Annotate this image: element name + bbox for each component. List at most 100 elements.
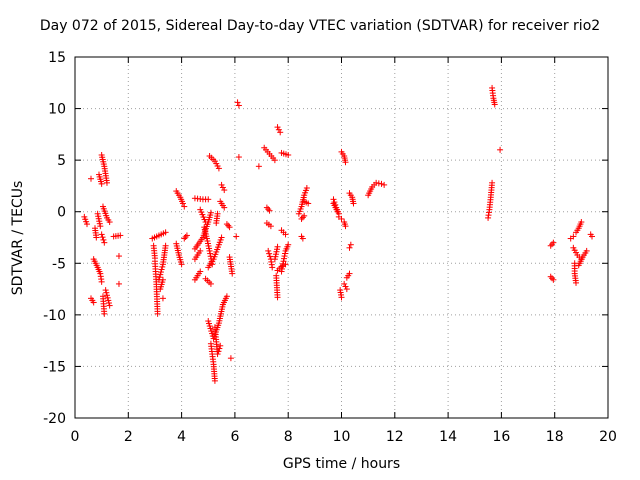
data-point [346,270,353,277]
data-point [550,239,557,246]
y-tick-label: 10 [48,102,66,118]
data-point [298,215,305,222]
data-point [573,279,580,286]
data-point [100,236,107,243]
data-point [157,271,164,278]
data-point [105,297,112,304]
grid-lines [75,57,608,418]
data-point [342,283,349,290]
x-tick-label: 18 [546,429,564,445]
data-point [99,234,106,241]
data-point [181,235,188,242]
data-point [305,200,312,207]
data-point [183,232,190,239]
data-point [207,325,214,332]
data-point [115,280,122,287]
data-point [299,214,306,221]
x-tick-label: 8 [284,429,293,445]
data-point [207,209,214,216]
data-point [179,200,186,207]
data-point [223,221,230,228]
data-point [343,286,350,293]
data-point [106,219,113,226]
data-point [255,163,262,170]
data-point [338,215,345,222]
data-point [301,212,308,219]
data-point [197,268,204,275]
data-point [229,270,236,277]
data-point [274,243,281,250]
data-point [106,302,113,309]
data-point [226,224,233,231]
data-point [234,99,241,106]
data-point [265,247,272,254]
data-point [207,250,214,257]
data-point [350,200,357,207]
x-tick-label: 20 [599,429,617,445]
data-point [271,157,278,164]
data-point [547,242,554,249]
y-tick-label: -15 [43,359,66,375]
data-point [235,154,242,161]
data-point [216,345,223,352]
data-point [225,222,232,229]
x-tick-label: 16 [492,429,510,445]
data-point [547,273,554,280]
data-point [217,342,224,349]
data-point [583,247,590,254]
data-point [215,165,222,172]
data-point [299,235,306,242]
y-tick-label: -10 [43,308,66,324]
data-point [207,280,214,287]
data-point [266,207,273,214]
data-point [549,241,556,248]
data-point [375,180,382,187]
data-point [206,323,213,330]
data-point [347,241,354,248]
data-point [373,179,380,186]
data-point [90,299,97,306]
data-point [197,247,204,254]
data-point [178,261,185,268]
y-tick-label: 5 [57,153,66,169]
data-point [265,206,272,213]
data-point [285,151,292,158]
data-point [101,239,108,246]
data-point [221,187,228,194]
y-tick-label: -5 [52,256,66,272]
data-point [98,231,105,238]
data-point [221,204,228,211]
data-point [104,294,111,301]
data-point [497,146,504,153]
data-point [489,179,496,186]
data-point [205,196,212,203]
data-point [157,269,164,276]
data-point [578,219,585,226]
data-point [154,310,161,317]
data-point [159,263,166,270]
y-tick-label: 15 [48,50,66,66]
x-tick-label: 0 [71,429,80,445]
y-tick-label: 0 [57,205,66,221]
data-point [269,264,276,271]
data-point [346,244,353,251]
data-point [97,223,104,230]
x-tick-label: 2 [124,429,133,445]
data-point [156,274,163,281]
data-point [202,219,209,226]
data-point [115,253,122,260]
data-point [274,124,281,131]
data-point [98,180,105,187]
x-tick-label: 10 [333,429,351,445]
data-point [342,223,349,230]
data-point [342,159,349,166]
data-point [215,348,222,355]
data-point [214,351,221,358]
data-point [208,328,215,335]
data-point [159,295,166,302]
data-point [378,180,385,187]
data-point [162,229,169,236]
data-points [81,84,596,384]
axis-ticks: 0 2 4 6 8 10 12 14 16 18 20 -20 -15 -10 -5 0 5 10 15 [43,50,617,445]
data-point [214,210,221,217]
